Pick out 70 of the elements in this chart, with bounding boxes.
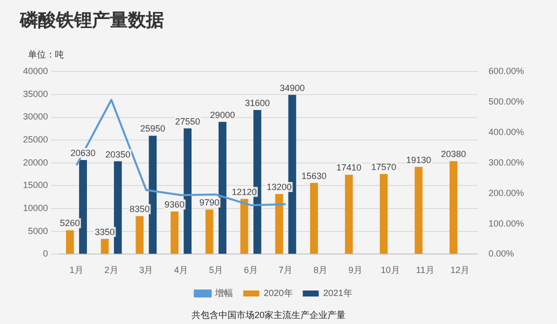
y-tick-label: 35000 [22, 88, 48, 99]
y-tick-label: 15000 [22, 180, 48, 190]
data-label: 9790 [199, 197, 220, 208]
data-label: 5260 [60, 218, 80, 228]
x-tick-label: 5月 [208, 265, 223, 276]
x-tick-label: 11月 [416, 265, 434, 276]
y2-tick-label: 300.00% [488, 157, 524, 168]
data-label: 25950 [140, 124, 166, 134]
data-label: 3350 [94, 226, 115, 237]
x-tick-label: 3月 [139, 265, 154, 276]
bar [114, 161, 122, 254]
bar [218, 122, 226, 254]
x-tick-label: 12月 [450, 265, 470, 276]
bar [148, 136, 157, 254]
bar [240, 198, 248, 254]
y2-tick-label: 500.00% [488, 96, 524, 107]
data-label: 8350 [130, 204, 150, 214]
x-tick-label: 2月 [104, 265, 118, 276]
y2-tick-label: 0.00% [488, 248, 514, 259]
data-label: 15630 [302, 170, 327, 181]
y-tick-label: 20000 [22, 157, 48, 168]
data-label: 9360 [164, 199, 185, 210]
data-label: 13200 [266, 182, 292, 192]
bar [66, 230, 74, 254]
y-tick-label: 30000 [22, 112, 48, 122]
data-label: 34900 [280, 82, 305, 93]
y-tick-label: 40000 [22, 66, 48, 76]
x-tick-label: 9月 [348, 265, 362, 276]
y2-tick-label: 100.00% [488, 218, 524, 228]
bar [275, 194, 284, 254]
bar [100, 238, 109, 254]
x-tick-label: 6月 [244, 265, 258, 276]
y-tick-label: 5000 [28, 226, 48, 236]
data-label: 20630 [70, 148, 96, 158]
legend-label: 增幅 [214, 288, 234, 298]
data-label: 17410 [336, 162, 362, 173]
y-tick-label: 25000 [22, 134, 48, 145]
legend-label: 2020年 [264, 288, 293, 298]
y-tick-label: 0 [43, 248, 48, 259]
bar [205, 210, 214, 254]
x-tick-label: 8月 [314, 265, 328, 276]
y2-tick-label: 400.00% [488, 126, 524, 137]
bar [380, 174, 388, 254]
bar [450, 161, 458, 254]
data-label: 20380 [440, 149, 466, 160]
x-tick-label: 10月 [380, 265, 400, 276]
data-label: 20350 [105, 149, 130, 160]
text: 共包含中国市场20家主流生产企业产量 [191, 310, 346, 320]
y-tick-label: 10000 [22, 203, 48, 214]
legend-label: 2021年 [323, 288, 352, 298]
data-label: 31600 [244, 98, 270, 108]
bar [414, 166, 423, 254]
data-label: 29000 [210, 110, 235, 120]
bar [170, 211, 178, 254]
data-label: 27550 [175, 116, 200, 126]
bar [310, 182, 318, 254]
data-label: 19130 [406, 154, 432, 165]
y-axis-title: 单位：吨 [28, 50, 64, 60]
y2-tick-label: 600.00% [488, 66, 524, 76]
x-tick-label: 7月 [278, 265, 293, 276]
chart-title: 磷酸铁锂产量数据 [19, 10, 164, 30]
y2-tick-label: 200.00% [488, 188, 524, 198]
bar [344, 174, 353, 254]
bar [136, 216, 144, 254]
bar [79, 160, 87, 254]
data-label: 12120 [232, 186, 257, 197]
data-label: 17570 [371, 162, 396, 172]
bar [184, 128, 192, 254]
x-tick-label: 1月 [69, 265, 84, 276]
x-tick-label: 4月 [174, 265, 188, 276]
